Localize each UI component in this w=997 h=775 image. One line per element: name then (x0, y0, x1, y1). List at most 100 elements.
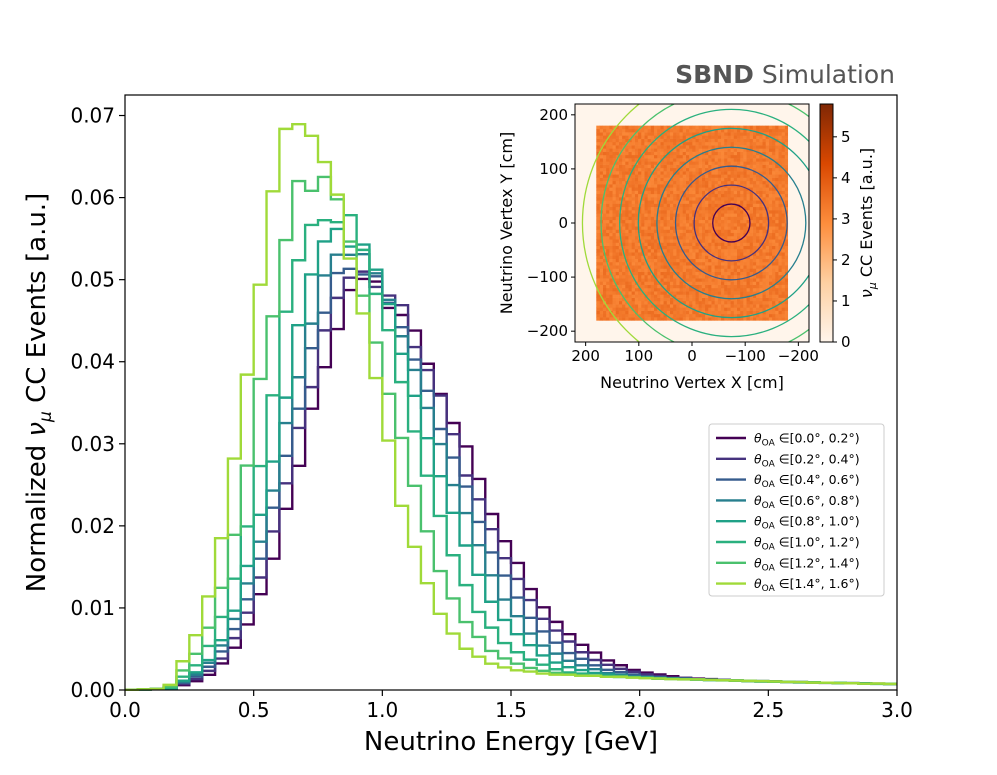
heatmap-cell (666, 135, 670, 139)
heatmap-cell (711, 258, 715, 263)
heatmap-cell (666, 248, 670, 253)
heatmap-cell (647, 203, 651, 208)
heatmap-cell (759, 164, 763, 169)
heatmap-cell (637, 252, 642, 256)
heatmap-cell (605, 229, 610, 234)
heatmap-cell (749, 200, 753, 204)
x-tick-label: 2.0 (624, 698, 656, 722)
heatmap-cell (717, 291, 722, 295)
angle-contour (674, 165, 788, 281)
heatmap-cell (653, 287, 658, 292)
heatmap-cell (771, 171, 776, 175)
heatmap-cell (602, 242, 607, 247)
heatmap-cell (749, 307, 753, 311)
heatmap-cell (759, 132, 763, 136)
heatmap-cell (653, 141, 658, 146)
heatmap-cell (624, 174, 629, 178)
heatmap-cell (660, 274, 664, 279)
heatmap-cell (759, 226, 763, 230)
heatmap-cell (628, 154, 632, 159)
heatmap-cell (647, 171, 651, 175)
heatmap-cell (695, 180, 699, 185)
heatmap-cell (624, 304, 629, 308)
heatmap-cell (739, 200, 744, 204)
heatmap-cell (672, 161, 677, 165)
heatmap-cell (656, 268, 661, 272)
heatmap-cell (672, 294, 677, 298)
heatmap-cell (762, 164, 766, 169)
heatmap-cell (612, 193, 616, 198)
heatmap-cell (663, 216, 667, 221)
heatmap-cell (628, 232, 632, 237)
heatmap-cell (647, 268, 651, 272)
heatmap-cell (765, 261, 769, 266)
heatmap-cell (682, 317, 686, 321)
heatmap-cell (720, 274, 725, 279)
heatmap-cell (759, 284, 763, 289)
heatmap-cell (621, 304, 626, 308)
heatmap-cell (669, 154, 674, 159)
heatmap-cell (774, 242, 779, 247)
heatmap-cell (755, 304, 760, 308)
heatmap-cell (692, 274, 696, 279)
heatmap-cell (609, 203, 613, 208)
heatmap-cell (711, 271, 715, 276)
heatmap-cell (711, 132, 715, 136)
heatmap-cell (599, 187, 603, 191)
heatmap-cell (663, 219, 667, 224)
heatmap-cell (621, 317, 626, 321)
heatmap-cell (707, 151, 712, 156)
heatmap-cell (704, 206, 709, 211)
heatmap-cell (701, 171, 706, 175)
heatmap-cell (778, 200, 782, 204)
heatmap-cell (739, 261, 744, 266)
heatmap-cell (720, 261, 725, 266)
heatmap-cell (609, 281, 613, 285)
heatmap-cell (650, 242, 655, 247)
heatmap-cell (698, 216, 702, 221)
heatmap-cell (669, 226, 674, 230)
heatmap-cell (701, 223, 706, 227)
heatmap-cell (679, 274, 683, 279)
heatmap-cell (736, 226, 741, 230)
heatmap-cell (599, 242, 603, 247)
heatmap-cell (631, 148, 635, 152)
heatmap-cell (621, 219, 626, 224)
heatmap-cell (727, 180, 731, 185)
heatmap-cell (624, 216, 629, 221)
heatmap-cell (781, 271, 785, 276)
heatmap-cell (599, 307, 603, 311)
heatmap-cell (676, 226, 680, 230)
heatmap-cell (637, 223, 642, 227)
heatmap-cell (736, 125, 741, 130)
heatmap-cell (720, 174, 725, 178)
heatmap-cell (688, 219, 693, 224)
heatmap-cell (612, 287, 616, 292)
heatmap-cell (647, 158, 651, 162)
heatmap-cell (679, 125, 683, 130)
heatmap-cell (612, 167, 616, 172)
heatmap-cell (714, 265, 718, 269)
heatmap-cell (711, 203, 715, 208)
heatmap-cell (774, 167, 779, 172)
heatmap-cell (663, 235, 667, 240)
heatmap-cell (637, 145, 642, 149)
heatmap-cell (596, 203, 600, 208)
heatmap-cell (631, 177, 635, 182)
heatmap-cell (653, 235, 658, 240)
heatmap-cell (778, 313, 782, 318)
heatmap-cell (676, 210, 680, 214)
heatmap-cell (602, 245, 607, 250)
heatmap-cell (682, 281, 686, 285)
heatmap-cell (698, 239, 702, 243)
heatmap-cell (692, 167, 696, 172)
heatmap-cell (685, 180, 690, 185)
heatmap-cell (621, 177, 626, 182)
heatmap-cell (784, 310, 789, 315)
heatmap-cell (768, 210, 773, 214)
heatmap-cell (676, 265, 680, 269)
heatmap-cell (692, 135, 696, 139)
heatmap-cell (692, 268, 696, 272)
heatmap-cell (711, 151, 715, 156)
heatmap-cell (692, 151, 696, 156)
